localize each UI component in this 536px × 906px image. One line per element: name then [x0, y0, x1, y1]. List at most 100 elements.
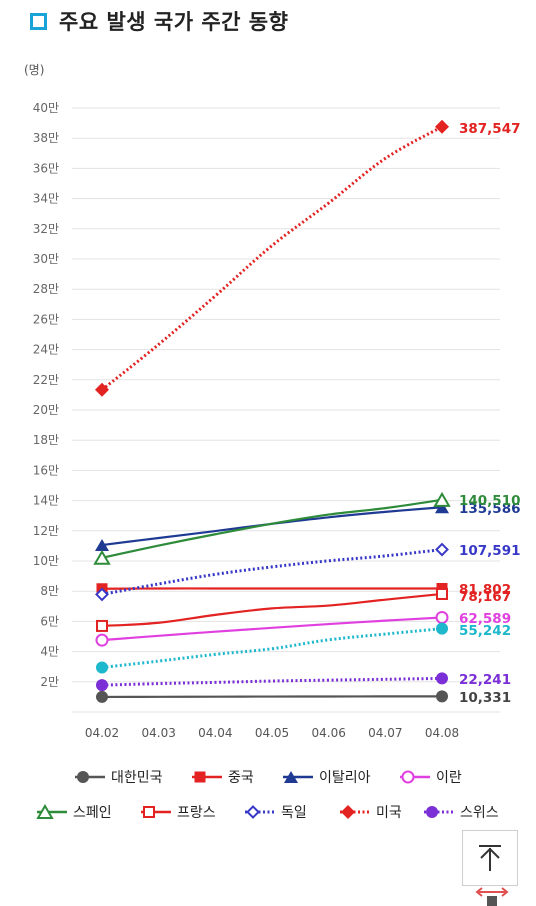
- series-1: [96, 582, 448, 595]
- page-header: 주요 발생 국가 주간 동향: [30, 6, 288, 36]
- legend-item: 스페인: [36, 804, 112, 821]
- x-tick-label: 04.04: [198, 726, 232, 740]
- y-tick-label: 8만: [40, 584, 59, 598]
- data-label: 55,242: [459, 623, 511, 639]
- data-label: 387,547: [459, 121, 521, 137]
- data-point: [96, 661, 108, 674]
- legend-marker: [341, 805, 355, 819]
- legend-marker: [143, 806, 155, 818]
- data-point: [433, 491, 451, 507]
- y-tick-label: 10만: [33, 554, 59, 568]
- legend-item: 중국: [192, 770, 254, 786]
- legend-label: 이탈리아: [319, 770, 371, 786]
- legend-label: 프랑스: [177, 805, 216, 821]
- data-point: [95, 587, 109, 602]
- data-label: 81,802: [459, 582, 511, 598]
- x-tick-label: 04.06: [311, 726, 345, 740]
- y-tick-label: 38만: [33, 131, 59, 145]
- data-label: 62,589: [459, 611, 511, 627]
- y-tick-label: 6만: [40, 614, 59, 628]
- y-tick-label: 4만: [40, 645, 59, 659]
- data-point: [435, 542, 449, 557]
- data-point: [436, 622, 448, 635]
- legend-label: 이란: [436, 770, 462, 786]
- y-tick-label: 24만: [33, 343, 59, 357]
- legend-item: 독일: [245, 805, 307, 821]
- x-tick-label: 04.02: [85, 726, 119, 740]
- series-8: [96, 672, 448, 692]
- legend-marker: [36, 804, 54, 819]
- data-point: [435, 119, 449, 134]
- legend-marker: [246, 805, 260, 819]
- x-tick-label: 04.05: [255, 726, 289, 740]
- y-tick-label: 18만: [33, 433, 59, 447]
- legend-marker: [284, 771, 298, 783]
- legend-label: 중국: [228, 770, 254, 786]
- y-tick-label: 36만: [33, 161, 59, 175]
- data-point: [435, 610, 449, 624]
- data-label: 10,331: [459, 690, 511, 706]
- y-tick-label: 28만: [33, 282, 59, 296]
- series-line: [101, 125, 443, 391]
- legend-marker: [194, 771, 206, 783]
- series-line: [101, 506, 443, 547]
- data-point: [96, 690, 108, 703]
- series-9: [96, 622, 448, 674]
- x-tick-label: 04.08: [425, 726, 459, 740]
- legend-item: 프랑스: [141, 805, 216, 821]
- scroll-to-top-button[interactable]: [462, 830, 518, 886]
- legend-label: 대한민국: [111, 770, 163, 786]
- data-label: 78,167: [459, 589, 511, 605]
- y-tick-label: 16만: [33, 463, 59, 477]
- legend-marker: [401, 770, 415, 784]
- data-point: [93, 549, 111, 565]
- x-tick-label: 04.07: [368, 726, 402, 740]
- expand-arrows-icon[interactable]: [472, 886, 512, 906]
- y-tick-label: 40만: [33, 101, 59, 115]
- y-tick-label: 20만: [33, 403, 59, 417]
- series-4: [93, 491, 451, 565]
- y-tick-label: 30만: [33, 252, 59, 266]
- legend-item: 스위스: [424, 805, 499, 821]
- x-tick-label: 04.03: [141, 726, 175, 740]
- unit-label: (명): [24, 63, 44, 77]
- series-7: [95, 119, 449, 397]
- series-line: [101, 627, 443, 669]
- data-point: [96, 619, 108, 632]
- legend-label: 독일: [281, 805, 307, 821]
- legend-label: 미국: [376, 805, 402, 821]
- legend-label: 스페인: [73, 805, 112, 821]
- page-title: 주요 발생 국가 주간 동향: [59, 10, 289, 34]
- series-line: [101, 695, 443, 699]
- y-tick-label: 34만: [33, 192, 59, 206]
- data-point: [96, 679, 108, 692]
- data-point: [436, 690, 448, 703]
- data-point: [95, 633, 109, 647]
- series-line: [101, 616, 443, 642]
- data-point: [435, 501, 449, 514]
- y-tick-label: 14만: [33, 494, 59, 508]
- legend-label: 스위스: [460, 805, 499, 821]
- data-point: [95, 382, 109, 397]
- legend-marker: [77, 771, 89, 783]
- data-label: 140,510: [459, 493, 521, 509]
- data-point: [95, 539, 109, 552]
- y-tick-label: 12만: [33, 524, 59, 538]
- line-chart: (명) 2만 4만 6만 8만 10만 12만 14만 16만 18만 20만 22만 24만 26만 28…: [24, 63, 521, 821]
- y-tick-label: 26만: [33, 312, 59, 326]
- series-3: [95, 610, 449, 647]
- series-line: [101, 548, 443, 596]
- y-tick-label: 22만: [33, 373, 59, 387]
- series-0: [96, 690, 448, 703]
- legend-item: 이탈리아: [283, 770, 371, 786]
- legend-item: 이란: [400, 770, 462, 786]
- series-line: [101, 498, 443, 559]
- legend-marker: [426, 806, 438, 818]
- series-5: [96, 587, 448, 632]
- y-tick-label: 2만: [40, 675, 59, 689]
- data-label: 135,586: [459, 501, 521, 517]
- square-outline-icon: [30, 12, 47, 30]
- data-label: 107,591: [459, 543, 521, 559]
- legend-item: 미국: [340, 805, 402, 821]
- series-6: [95, 542, 449, 602]
